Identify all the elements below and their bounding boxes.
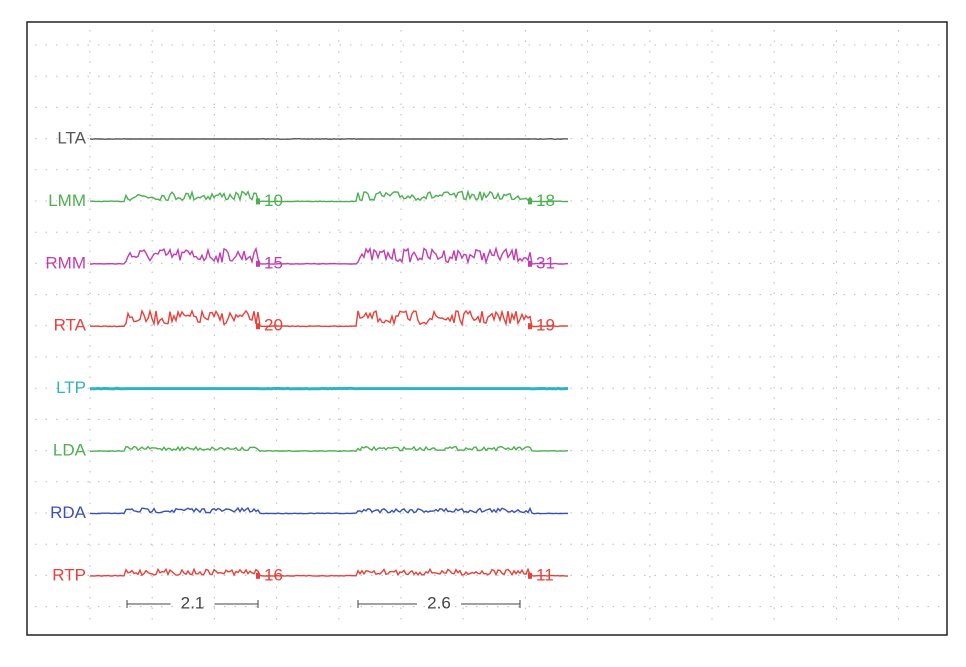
- trace: [89, 189, 569, 203]
- trace: [89, 137, 569, 141]
- channel-label: RTP: [52, 565, 86, 584]
- channel-label: LTA: [57, 128, 86, 147]
- channel-label: LTP: [56, 378, 86, 397]
- frame: [26, 21, 948, 636]
- channel-label: RTA: [54, 316, 87, 335]
- annotation: 19: [536, 316, 555, 335]
- channel-label: RMM: [45, 253, 86, 272]
- marker: [528, 260, 532, 267]
- marker: [256, 572, 260, 579]
- channel-label: LDA: [53, 440, 87, 459]
- trace: [89, 386, 569, 391]
- trace: [89, 567, 569, 577]
- annotation: 18: [536, 191, 555, 210]
- marker: [528, 572, 532, 579]
- annotation: 20: [264, 316, 283, 335]
- trace: [89, 445, 568, 453]
- annotation: 16: [264, 565, 283, 584]
- trace: [90, 246, 569, 266]
- annotation: 11: [536, 565, 554, 584]
- traces: LTA LMM 10 18 RMM 15 31 RTA 20 19 LTP LDA RDA RTP 16 11…: [45, 128, 569, 612]
- channel-label: LMM: [48, 191, 86, 210]
- marker: [528, 323, 532, 330]
- marker: [256, 198, 260, 205]
- trace: [89, 506, 569, 515]
- annotation: 15: [264, 253, 283, 272]
- marker: [256, 323, 260, 330]
- annotation: 10: [264, 191, 283, 210]
- marker: [256, 260, 260, 267]
- channel-label: RDA: [50, 503, 87, 522]
- scale-label: 2.6: [427, 593, 451, 612]
- annotation: 31: [536, 253, 555, 272]
- scale-label: 2.1: [181, 593, 205, 612]
- marker: [528, 198, 532, 205]
- trace: [89, 308, 569, 328]
